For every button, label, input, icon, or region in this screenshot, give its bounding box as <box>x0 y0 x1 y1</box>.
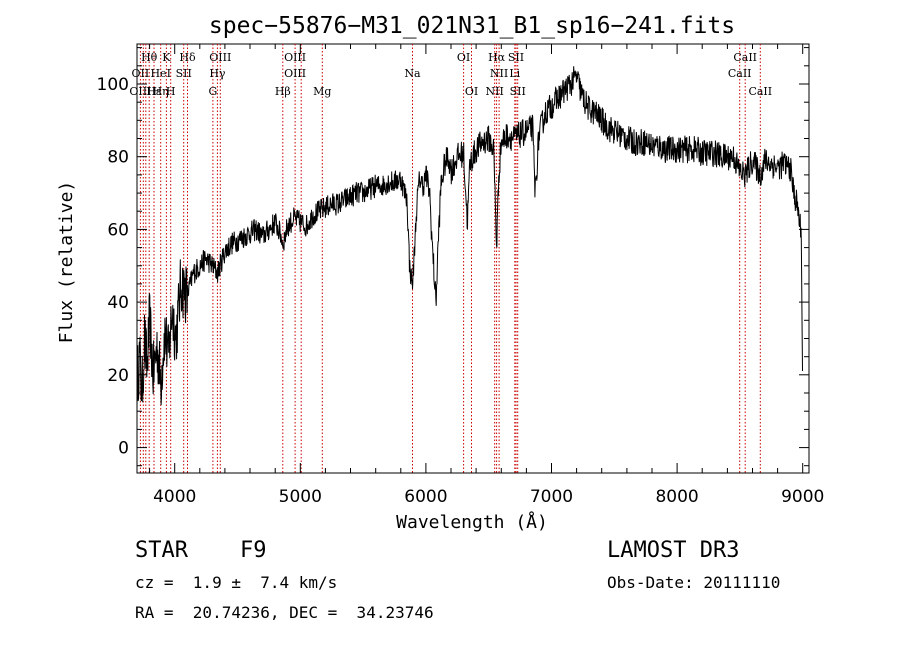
x-tick-label: 5000 <box>279 487 322 507</box>
line-label: Hβ <box>275 85 291 98</box>
line-label: OIII <box>284 51 306 64</box>
line-label: CaII <box>728 67 752 80</box>
line-label: Hη <box>153 85 169 98</box>
line-label: CaII <box>733 51 757 64</box>
line-label: Hγ <box>209 67 226 80</box>
line-label: Li <box>509 67 520 80</box>
y-tick-label: 40 <box>107 293 129 313</box>
obs-date: Obs-Date: 20111110 <box>607 573 781 592</box>
line-label: SII <box>508 51 524 64</box>
line-label: CaII <box>748 85 772 98</box>
line-label: OII <box>132 67 150 80</box>
line-label: Hε <box>146 85 162 98</box>
chart-title: spec−55876−M31_021N31_B1_sp16−241.fits <box>209 13 735 39</box>
x-axis-ticks: 4000 5000 6000 7000 8000 9000 <box>149 44 824 507</box>
line-label: Mg <box>313 85 331 98</box>
line-label: NII <box>486 85 504 98</box>
survey-name: LAMOST DR3 <box>607 538 740 563</box>
y-tick-label: 20 <box>107 366 129 386</box>
line-label: OIII <box>284 67 306 80</box>
line-label: SII <box>176 67 192 80</box>
y-tick-label: 80 <box>107 148 129 168</box>
line-label: Hα <box>488 51 506 64</box>
y-tick-label: 60 <box>107 220 129 240</box>
line-label: Hθ <box>141 51 158 64</box>
line-label: G <box>209 85 218 98</box>
line-label: Na <box>404 67 421 80</box>
line-label: K <box>162 51 171 64</box>
line-label: NII <box>490 67 508 80</box>
plot-frame <box>136 43 810 474</box>
object-class: STAR <box>135 538 188 563</box>
object-subclass: F9 <box>240 538 267 563</box>
line-label: Hδ <box>179 51 196 64</box>
y-tick-label: 0 <box>118 439 129 459</box>
x-tick-label: 6000 <box>404 487 447 507</box>
x-tick-label: 7000 <box>530 487 573 507</box>
line-label: SII <box>510 85 526 98</box>
y-axis-label: Flux (relative) <box>56 181 77 344</box>
spectrum-line <box>136 66 803 409</box>
redshift-text: cz = 1.9 ± 7.4 km/s <box>135 573 338 592</box>
x-tick-label: 9000 <box>781 487 824 507</box>
x-tick-label: 8000 <box>655 487 698 507</box>
line-label: HeI <box>150 67 170 80</box>
line-label: OI <box>465 85 478 98</box>
line-label: OIII <box>209 51 231 64</box>
line-label: H <box>166 85 176 98</box>
x-tick-label: 4000 <box>153 487 196 507</box>
coordinates: RA = 20.74236, DEC = 34.23746 <box>135 603 434 622</box>
x-axis-label: Wavelength (Å) <box>396 511 548 533</box>
spectral-line-markers <box>139 44 761 473</box>
y-axis-ticks: 0 20 40 60 80 100 <box>97 47 809 467</box>
line-label: OIII <box>129 85 151 98</box>
line-label: OI <box>457 51 470 64</box>
y-tick-label: 100 <box>97 75 129 95</box>
